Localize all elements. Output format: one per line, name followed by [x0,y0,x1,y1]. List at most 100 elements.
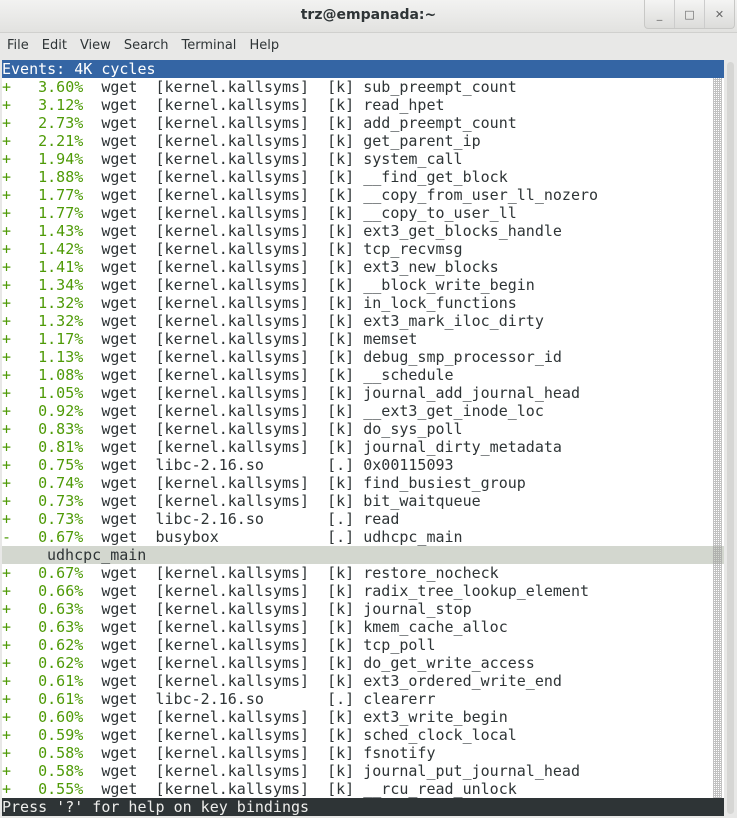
command: wget [101,582,138,600]
table-row[interactable]: + 3.12% wget [kernel.kallsyms] [k] read_… [2,96,724,114]
command: wget [101,456,138,474]
table-row[interactable]: + 1.34% wget [kernel.kallsyms] [k] __blo… [2,276,724,294]
table-row[interactable]: + 0.58% wget [kernel.kallsyms] [k] fsnot… [2,744,724,762]
table-row[interactable]: + 1.32% wget [kernel.kallsyms] [k] in_lo… [2,294,724,312]
dso: [kernel.kallsyms] [155,402,310,420]
command: wget [101,510,138,528]
symbol: sub_preempt_count [363,78,517,96]
type: [k] [327,96,355,114]
menu-help[interactable]: Help [249,38,280,53]
scrollbar[interactable] [724,60,737,816]
menu-edit[interactable]: Edit [41,38,67,53]
dso: [kernel.kallsyms] [155,240,310,258]
type: [k] [327,762,355,780]
table-row[interactable]: + 0.61% wget [kernel.kallsyms] [k] ext3_… [2,672,724,690]
command: wget [101,168,138,186]
table-row[interactable]: + 1.05% wget [kernel.kallsyms] [k] journ… [2,384,724,402]
table-row[interactable]: + 3.60% wget [kernel.kallsyms] [k] sub_p… [2,78,724,96]
table-row[interactable]: - 0.67% wget busybox [.] udhcpc_main [2,528,724,546]
table-row[interactable]: + 0.66% wget [kernel.kallsyms] [k] radix… [2,582,724,600]
close-button[interactable]: ✕ [704,0,734,28]
table-row[interactable]: + 0.59% wget [kernel.kallsyms] [k] sched… [2,726,724,744]
table-row[interactable]: + 1.88% wget [kernel.kallsyms] [k] __fin… [2,168,724,186]
table-row[interactable]: + 0.63% wget [kernel.kallsyms] [k] journ… [2,600,724,618]
table-row[interactable]: + 0.55% wget [kernel.kallsyms] [k] __rcu… [2,780,724,798]
sign: + [2,168,12,186]
dso: busybox [155,528,219,546]
dso: [kernel.kallsyms] [155,618,310,636]
table-row[interactable]: + 2.73% wget [kernel.kallsyms] [k] add_p… [2,114,724,132]
sign: + [2,672,12,690]
table-row[interactable]: + 1.42% wget [kernel.kallsyms] [k] tcp_r… [2,240,724,258]
symbol: __rcu_read_unlock [363,780,517,798]
table-row[interactable]: + 0.60% wget [kernel.kallsyms] [k] ext3_… [2,708,724,726]
table-row[interactable]: + 0.74% wget [kernel.kallsyms] [k] find_… [2,474,724,492]
menu-search[interactable]: Search [123,38,169,53]
table-row[interactable]: + 0.62% wget [kernel.kallsyms] [k] tcp_p… [2,636,724,654]
dso: [kernel.kallsyms] [155,186,310,204]
command: wget [101,654,138,672]
callchain-row[interactable]: udhcpc_main [2,546,724,564]
table-row[interactable]: + 1.13% wget [kernel.kallsyms] [k] debug… [2,348,724,366]
type: [k] [327,402,355,420]
table-row[interactable]: + 0.81% wget [kernel.kallsyms] [k] journ… [2,438,724,456]
symbol: __copy_from_user_ll_nozero [363,186,599,204]
table-row[interactable]: + 2.21% wget [kernel.kallsyms] [k] get_p… [2,132,724,150]
symbol: journal_stop [363,600,472,618]
table-row[interactable]: + 0.83% wget [kernel.kallsyms] [k] do_sy… [2,420,724,438]
sign: + [2,312,12,330]
dso: [kernel.kallsyms] [155,330,310,348]
table-row[interactable]: + 0.75% wget libc-2.16.so [.] 0x00115093 [2,456,724,474]
table-row[interactable]: + 1.77% wget [kernel.kallsyms] [k] __cop… [2,186,724,204]
sign: + [2,654,12,672]
table-row[interactable]: + 0.63% wget [kernel.kallsyms] [k] kmem_… [2,618,724,636]
type: [k] [327,78,355,96]
dso: [kernel.kallsyms] [155,564,310,582]
table-row[interactable]: + 0.92% wget [kernel.kallsyms] [k] __ext… [2,402,724,420]
symbol: journal_add_journal_head [363,384,580,402]
table-row[interactable]: + 1.43% wget [kernel.kallsyms] [k] ext3_… [2,222,724,240]
menu-view[interactable]: View [79,38,111,53]
minimize-button[interactable]: _ [656,7,663,21]
sign: + [2,708,12,726]
dso: [kernel.kallsyms] [155,348,310,366]
sign: + [2,564,12,582]
table-row[interactable]: + 0.73% wget libc-2.16.so [.] read [2,510,724,528]
table-row[interactable]: + 0.73% wget [kernel.kallsyms] [k] bit_w… [2,492,724,510]
type: [k] [327,168,355,186]
dso: [kernel.kallsyms] [155,474,310,492]
table-row[interactable]: + 0.61% wget libc-2.16.so [.] clearerr [2,690,724,708]
terminal-area[interactable]: Events: 4K cycles + 3.60% wget [kernel.k… [2,60,724,816]
sign: + [2,474,12,492]
type: [.] [327,690,355,708]
percent: 1.17% [38,330,84,348]
symbol: __block_write_begin [363,276,535,294]
table-row[interactable]: + 1.77% wget [kernel.kallsyms] [k] __cop… [2,204,724,222]
menu-file[interactable]: File [7,38,29,53]
dso: [kernel.kallsyms] [155,78,310,96]
table-row[interactable]: + 1.08% wget [kernel.kallsyms] [k] __sch… [2,366,724,384]
menu-terminal[interactable]: Terminal [181,38,237,53]
table-row[interactable]: + 1.94% wget [kernel.kallsyms] [k] syste… [2,150,724,168]
dso: [kernel.kallsyms] [155,708,310,726]
dso: [kernel.kallsyms] [155,654,310,672]
maximize-button[interactable]: □ [674,0,704,28]
percent: 1.43% [38,222,84,240]
percent: 0.67% [38,564,84,582]
command: wget [101,204,138,222]
dso: [kernel.kallsyms] [155,114,310,132]
percent: 0.61% [38,672,84,690]
table-row[interactable]: + 1.17% wget [kernel.kallsyms] [k] memse… [2,330,724,348]
table-row[interactable]: + 0.67% wget [kernel.kallsyms] [k] resto… [2,564,724,582]
table-row[interactable]: + 1.41% wget [kernel.kallsyms] [k] ext3_… [2,258,724,276]
command: wget [101,150,138,168]
table-row[interactable]: + 1.32% wget [kernel.kallsyms] [k] ext3_… [2,312,724,330]
table-row[interactable]: + 0.62% wget [kernel.kallsyms] [k] do_ge… [2,654,724,672]
sign: + [2,402,12,420]
scrollbar-thumb[interactable] [727,62,734,814]
percent: 1.32% [38,312,84,330]
sign: + [2,186,12,204]
symbol: do_sys_poll [363,420,463,438]
symbol: journal_put_journal_head [363,762,580,780]
table-row[interactable]: + 0.58% wget [kernel.kallsyms] [k] journ… [2,762,724,780]
